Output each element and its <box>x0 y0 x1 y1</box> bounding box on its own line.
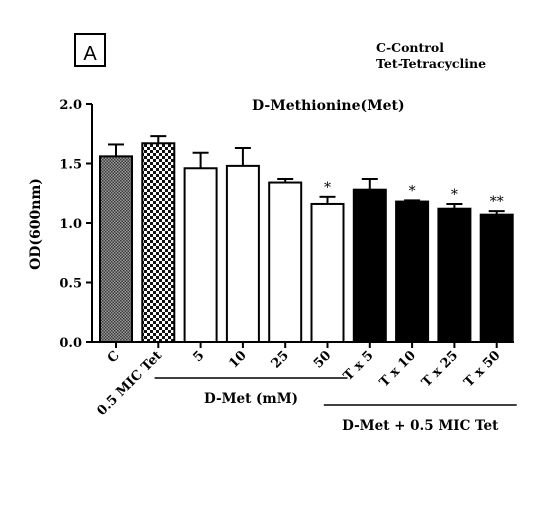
y-tick-label: 0.5 <box>59 277 82 292</box>
x-tick-label: 10 <box>226 348 249 371</box>
panel-label: A <box>83 43 97 65</box>
bar <box>268 181 303 343</box>
bar <box>225 164 260 343</box>
y-tick-label: 1.0 <box>59 217 82 232</box>
significance-mark: ** <box>490 194 504 210</box>
bar <box>352 188 387 343</box>
key-line-control: C-Control <box>376 40 444 55</box>
bar <box>99 155 133 343</box>
x-tick-label: T x 25 <box>419 348 461 390</box>
bar <box>395 200 430 343</box>
group-label: D-Met + 0.5 MIC Tet <box>342 418 499 434</box>
x-tick-label: T x 10 <box>377 348 419 390</box>
x-tick-label: 50 <box>311 348 334 371</box>
chart-title: D-Methionine(Met) <box>252 98 405 114</box>
y-tick-label: 1.5 <box>59 158 82 173</box>
y-axis-label: OD(600nm) <box>28 178 44 270</box>
x-tick-label: 5 <box>190 348 207 365</box>
significance-mark: * <box>451 187 458 203</box>
x-tick-label: T x 50 <box>461 348 503 390</box>
bar <box>141 142 176 343</box>
key-line-tet: Tet-Tetracycline <box>376 56 486 71</box>
bar <box>310 202 345 343</box>
y-tick-label: 0.0 <box>59 336 82 351</box>
x-tick-label: 25 <box>269 348 292 371</box>
bar <box>479 213 514 343</box>
bar <box>183 167 218 343</box>
x-tick-label: C <box>105 348 123 366</box>
significance-mark: * <box>324 180 331 196</box>
significance-mark: * <box>409 183 416 199</box>
group-label: D-Met (mM) <box>204 391 298 407</box>
y-tick-label: 2.0 <box>59 98 82 113</box>
bar <box>437 207 472 343</box>
x-tick-label: 0.5 MIC Tet <box>94 348 165 419</box>
group-brackets: D-Met (mM) D-Met + 0.5 MIC Tet <box>154 377 517 434</box>
y-ticks: 0.0 0.5 1.0 1.5 2.0 <box>59 98 92 351</box>
bars: * * * ** <box>99 135 514 343</box>
panel-label-box <box>74 33 106 67</box>
